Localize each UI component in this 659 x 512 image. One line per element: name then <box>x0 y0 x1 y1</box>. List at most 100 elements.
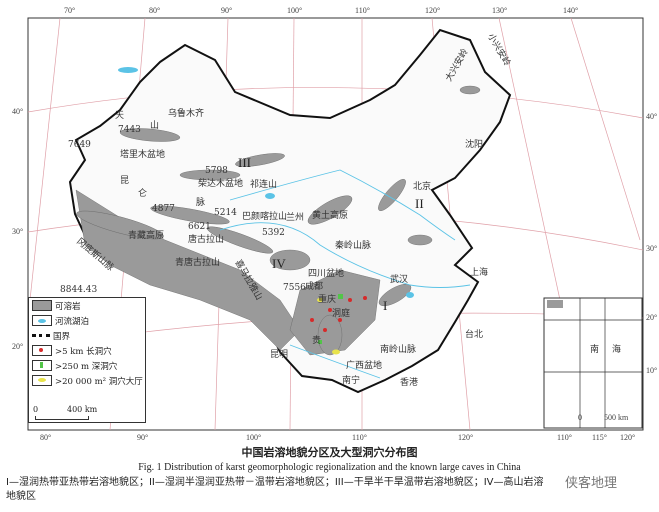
place-label: 4877 <box>152 204 175 214</box>
long-cave-marker <box>348 298 352 302</box>
lon-tick: 70° <box>64 6 76 15</box>
place-label: 北京 <box>413 182 432 192</box>
yellow-ellipse-icon <box>32 375 52 386</box>
lat-tick: 30° <box>12 227 24 236</box>
lakes <box>118 67 414 298</box>
inset-label: 南 <box>590 345 600 355</box>
lon-tick: 100° <box>287 6 303 15</box>
legend-label: >250 m 深洞穴 <box>55 361 118 372</box>
lon-tick: 110° <box>355 6 370 15</box>
place-label: 8844.43 <box>60 285 98 295</box>
place-label: 贵 <box>312 336 322 346</box>
grey-fill-icon <box>32 300 52 311</box>
place-label: 台北 <box>465 330 484 340</box>
rivers <box>219 169 471 379</box>
legend-item-soluble-rock: 可溶岩 <box>32 298 145 313</box>
legend-label: 国界 <box>53 331 71 342</box>
lon-tick: 110° <box>557 433 572 442</box>
lon-tick: 140° <box>563 6 579 15</box>
lon-tick: 80° <box>149 6 161 15</box>
scale-start: 0 <box>33 405 39 414</box>
legend-label: >5 km 长洞穴 <box>55 346 112 357</box>
long-cave-marker <box>363 296 367 300</box>
legend-label: >20 000 m² 洞穴大厅 <box>55 376 143 387</box>
lon-tick: 130° <box>492 6 508 15</box>
inset-scale: 0 <box>578 413 582 422</box>
cave-chamber-marker <box>332 349 340 355</box>
place-label: 5798 <box>205 166 228 176</box>
place-label: 南宁 <box>342 376 361 386</box>
cave-chamber-marker <box>317 298 323 302</box>
legend-item-border: 国界 <box>32 328 145 343</box>
region-label: II <box>415 196 424 211</box>
lake-icon <box>32 315 52 326</box>
lat-tick: 30° <box>646 244 658 253</box>
south-china-sea-inset <box>543 297 643 429</box>
lon-tick: 80° <box>40 433 52 442</box>
place-label: 洞庭 <box>332 309 351 319</box>
place-label: 乌鲁木齐 <box>168 109 205 119</box>
inset-label: 海 <box>612 345 622 355</box>
place-label: 7649 <box>68 140 91 150</box>
figure-title-en: Fig. 1 Distribution of karst geomorpholo… <box>138 462 521 473</box>
deep-cave-marker <box>338 294 343 299</box>
lon-tick: 120° <box>620 433 636 442</box>
place-label: 塔里木盆地 <box>120 150 166 160</box>
lat-tick: 20° <box>12 342 24 351</box>
lat-tick: 40° <box>646 112 658 121</box>
china-outline <box>68 28 512 394</box>
place-label: 昆 <box>120 176 130 186</box>
place-label: 上海 <box>470 268 489 278</box>
place-label: 天 <box>115 111 125 121</box>
place-label: 唐古拉山 <box>188 235 225 245</box>
place-label: 兰州 <box>286 213 305 223</box>
place-label: 山 <box>150 121 160 131</box>
legend-item-rivers-lakes: 河流湖泊 <box>32 313 145 328</box>
green-mark-icon <box>32 360 52 371</box>
lon-tick: 90° <box>221 6 233 15</box>
place-label: 昆明 <box>270 350 289 360</box>
place-label: 重庆 <box>318 295 337 305</box>
lon-tick: 115° <box>592 433 607 442</box>
place-label: 秦岭山脉 <box>335 241 372 251</box>
place-label: 脉 <box>196 198 206 208</box>
place-label: 青藏高原 <box>128 231 165 241</box>
long-cave-marker <box>323 328 327 332</box>
place-label: 5214 <box>214 208 237 218</box>
lat-tick: 20° <box>646 313 658 322</box>
red-dot-icon <box>32 345 52 356</box>
place-label: 柴达木盆地 <box>198 179 244 189</box>
figure-title-cn: 中国岩溶地貌分区及大型洞穴分布图 <box>241 446 418 459</box>
inset-scale: 500 km <box>604 413 629 422</box>
place-label: 南岭山脉 <box>380 345 417 355</box>
deep-cave-marker <box>318 340 322 344</box>
place-label: 沈阳 <box>465 140 484 150</box>
place-label: 7556 <box>283 283 306 293</box>
cave-markers <box>310 294 367 355</box>
soluble-rock-areas <box>75 85 481 356</box>
border-line-icon <box>32 334 50 340</box>
place-label: 广西盆地 <box>346 361 383 371</box>
place-label: 5392 <box>262 228 285 238</box>
place-label: 7443 <box>118 125 141 135</box>
long-cave-marker <box>310 318 314 322</box>
region-label: III <box>238 155 251 170</box>
figure-caption: I—湿润热带亚热带岩溶地貌区；II—湿润半湿润亚热带－温带岩溶地貌区；III—干… <box>6 477 544 502</box>
lon-tick: 110° <box>352 433 367 442</box>
lon-tick: 120° <box>458 433 474 442</box>
region-label: I <box>383 298 388 313</box>
lon-tick: 100° <box>246 433 262 442</box>
scale-end: 400 km <box>67 405 98 414</box>
place-label: 成都 <box>305 282 324 292</box>
long-cave-marker <box>338 318 342 322</box>
place-label: 青唐古拉山 <box>175 258 221 268</box>
place-label: 6621 <box>188 222 211 232</box>
legend-label: 河流湖泊 <box>55 316 90 327</box>
lon-tick: 120° <box>425 6 441 15</box>
lat-tick: 10° <box>646 366 658 375</box>
legend: 可溶岩 河流湖泊 国界 >5 km 长洞穴 >250 m 深洞穴 >20 000… <box>28 297 146 423</box>
place-label: 黄土高原 <box>312 211 349 221</box>
legend-label: 可溶岩 <box>55 301 81 312</box>
place-label: 巴颜喀拉山 <box>242 212 288 222</box>
long-cave-marker <box>328 308 332 312</box>
